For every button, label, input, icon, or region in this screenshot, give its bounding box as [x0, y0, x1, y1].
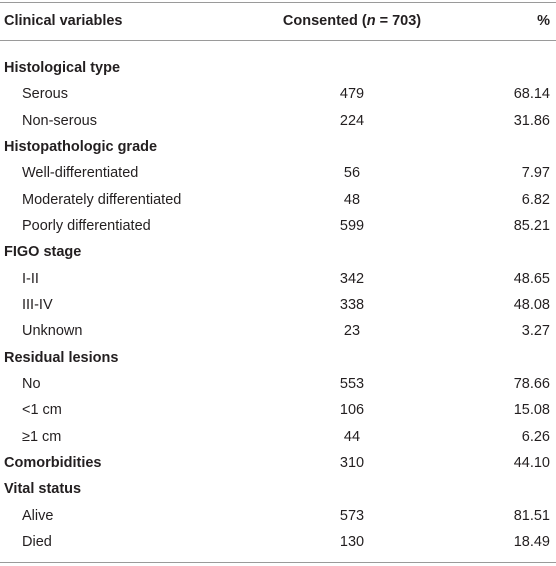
row-label: Died: [22, 533, 52, 550]
row-label: No: [22, 375, 41, 392]
top-rule: [0, 2, 556, 3]
percent-cell: 78.66: [513, 375, 550, 392]
count-cell: 342: [339, 270, 365, 287]
row-label: Poorly differentiated: [22, 217, 151, 234]
percent-cell: 6.82: [521, 191, 550, 208]
row-label: III-IV: [22, 296, 53, 313]
row-label: Well-differentiated: [22, 165, 139, 182]
section-title: Residual lesions: [4, 349, 119, 366]
row-label: Unknown: [22, 323, 83, 340]
percent-cell: 44.10: [513, 454, 550, 471]
count-cell: 224: [339, 112, 365, 129]
percent-cell: 31.86: [513, 112, 550, 129]
row-label: Alive: [22, 507, 54, 524]
row-label: Serous: [22, 86, 68, 103]
count-cell: 106: [339, 402, 365, 419]
row-label: I-II: [22, 270, 39, 287]
header-cell: %: [537, 13, 550, 29]
count-cell: 479: [339, 86, 365, 103]
count-cell: 44: [343, 428, 361, 445]
header-text: n: [366, 13, 376, 29]
count-cell: 23: [343, 323, 361, 340]
header-text: = 703): [375, 13, 422, 29]
count-cell: 130: [339, 533, 365, 550]
count-cell: 573: [339, 507, 365, 524]
row-label: Moderately differentiated: [22, 191, 182, 208]
row-label: Non-serous: [22, 112, 97, 129]
percent-cell: 7.97: [521, 165, 550, 182]
percent-cell: 3.27: [521, 323, 550, 340]
row-label: ≥1 cm: [22, 428, 62, 445]
percent-cell: 81.51: [513, 507, 550, 524]
bottom-rule: [0, 562, 556, 563]
percent-cell: 85.21: [513, 217, 550, 234]
section-title: Vital status: [4, 481, 82, 498]
header-text: Consented (: [282, 13, 367, 29]
count-cell: 48: [343, 191, 361, 208]
count-cell: 599: [339, 217, 365, 234]
section-title: Histopathologic grade: [4, 138, 158, 155]
count-cell: 310: [339, 454, 365, 471]
section-title: Histological type: [4, 60, 121, 76]
row-label: <1 cm: [22, 402, 62, 419]
count-cell: 553: [339, 375, 365, 392]
section-title: Comorbidities: [4, 454, 102, 471]
percent-cell: 48.65: [513, 270, 550, 287]
percent-cell: 68.14: [513, 86, 550, 103]
percent-cell: 48.08: [513, 296, 550, 313]
header-cell: Clinical variables: [4, 13, 123, 29]
section-title: FIGO stage: [4, 244, 82, 261]
percent-cell: 6.26: [521, 428, 550, 445]
header-rule: [0, 40, 556, 41]
count-cell: 338: [339, 296, 365, 313]
percent-cell: 15.08: [513, 402, 550, 419]
percent-cell: 18.49: [513, 533, 550, 550]
header-cell: Consented (n = 703): [252, 11, 452, 31]
count-cell: 56: [343, 165, 361, 182]
